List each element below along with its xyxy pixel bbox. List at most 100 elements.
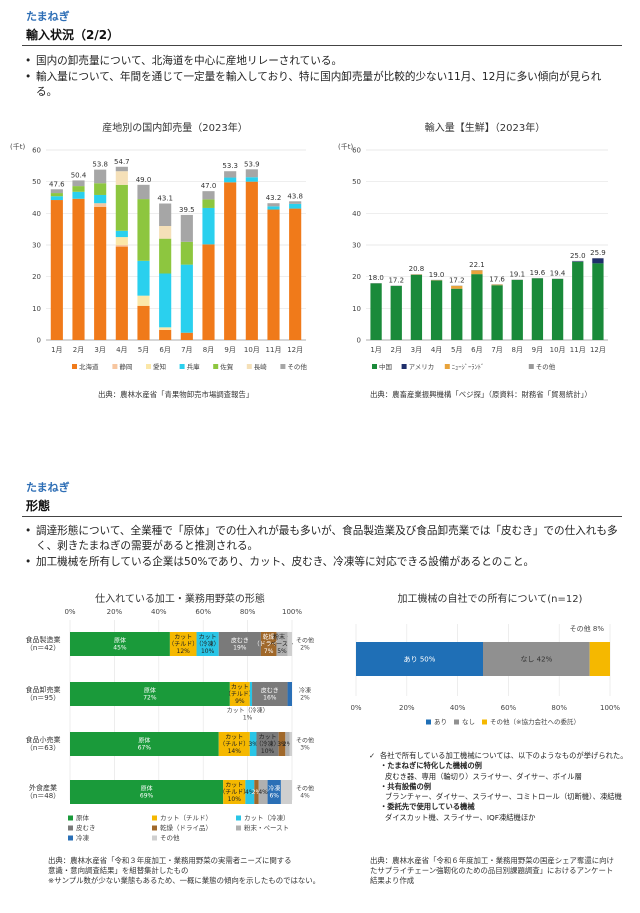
y-tick-label: 10 <box>32 305 41 313</box>
legend-swatch-f_dry <box>152 825 157 831</box>
category-label-line: （n＝63） <box>26 744 60 752</box>
bar-segment-f_dry <box>254 780 259 804</box>
total-label: 53.3 <box>222 162 238 170</box>
notes-group-title: ・委託先で使用している機械 <box>380 802 475 812</box>
segment-label: 皮むき 16% <box>261 686 279 701</box>
outside-label-line: その他 <box>296 784 314 792</box>
below-label: カット（冷凍） 1% <box>227 706 269 721</box>
total-label: 17.6 <box>489 275 505 283</box>
legend-label: アメリカ <box>409 363 435 371</box>
bar-segment-other <box>289 201 302 204</box>
bullet-item: 国内の卸売量について、北海道を中心に産地リレーされている。 <box>22 54 622 69</box>
total-label: 19.1 <box>509 271 525 279</box>
y-tick-label: 30 <box>352 242 361 250</box>
legend-label: 佐賀 <box>220 362 234 371</box>
legend-label: 乾燥（ドライ品） <box>160 823 212 832</box>
callout-label: その他 8% <box>570 624 605 633</box>
legend-swatch-hyogo <box>179 364 185 369</box>
y-tick-label: 40 <box>352 210 361 218</box>
segment-label: カット（チルド） 9% <box>225 684 255 705</box>
legend-label: 原体 <box>76 813 90 822</box>
legend-swatch-outsourced <box>482 719 487 725</box>
bar-segment-nz <box>451 285 463 289</box>
category-label-line: （n＝48） <box>26 792 60 800</box>
segment-label-line: カット <box>259 734 277 741</box>
machine-ownership-chart: 0% 20% 40% 60% 80% 100% あり 50% なし 42% その他 8% あり なし… <box>350 624 620 726</box>
legend-swatch-other_import <box>528 364 534 369</box>
bar-segment-china <box>572 261 584 340</box>
y-tick-label: 20 <box>32 273 41 281</box>
total-label: 19.6 <box>530 269 546 277</box>
bar-segment-hyogo <box>72 191 85 199</box>
bar-segment-other <box>137 184 150 200</box>
segment-label-line: 14% <box>228 748 242 755</box>
bar-segment-china <box>390 285 402 340</box>
total-label: 43.8 <box>287 192 303 200</box>
x-tick-label: 20% <box>107 608 123 616</box>
bar-segment-hokkaido <box>137 305 150 340</box>
total-label: 53.9 <box>244 160 260 168</box>
x-tick-label: 100% <box>282 608 302 616</box>
bar-segment-china <box>551 278 564 340</box>
bar-segment-other <box>115 166 128 172</box>
legend-label: 中国 <box>379 362 392 371</box>
segment-label: カット（チルド） 14% <box>219 734 249 755</box>
outside-label-line: 2% <box>300 694 310 701</box>
segment-label: 4% <box>245 789 255 796</box>
x-tick-label: 5月 <box>451 346 462 354</box>
segment-label: あり 50% <box>404 656 436 664</box>
segment-label: カット（冷凍） 10% <box>256 734 280 755</box>
legend-swatch-f_cut <box>152 815 157 821</box>
bar-segment-hokkaido <box>245 181 258 340</box>
legend-swatch-f_cut_frozen <box>236 815 241 821</box>
machine-notes: ✓ 各社で所有している加工機械については、以下のようなものが挙げられた。 ・たま… <box>369 751 631 823</box>
segment-label: 3% <box>248 741 258 748</box>
bar-segment-hokkaido <box>180 332 193 340</box>
bar-segment-other <box>224 171 237 178</box>
notes-group-detail: ブランチャー、ダイサー、スライサー、コミトロール（切断機）、凍結機 <box>385 792 622 802</box>
segment-label-line: （チルド） <box>225 691 255 698</box>
bar-segment-f_powder <box>258 780 268 804</box>
bar-segment-hyogo <box>224 177 237 183</box>
bar-segment-nagasaki <box>115 171 128 185</box>
bar-segment-f_cut <box>223 780 246 804</box>
bar-segment-hyogo <box>137 260 150 296</box>
legend-swatch-own <box>426 719 431 725</box>
legend-swatch-f_peel <box>68 825 73 831</box>
x-tick-label: 10月 <box>550 346 566 354</box>
legend-label: なし <box>462 718 475 726</box>
bar-segment-saga <box>94 183 107 195</box>
bar-segment-hyogo <box>50 196 63 201</box>
x-tick-label: 100% <box>600 704 620 712</box>
bar-segment-hokkaido <box>267 209 280 340</box>
bar-segment-f_cut <box>169 632 197 656</box>
bar-segment-f_powder <box>285 732 290 756</box>
x-tick-label: 60% <box>195 608 211 616</box>
y-tick-label: 60 <box>32 147 41 155</box>
legend-swatch-nz <box>444 364 450 369</box>
x-tick-label: 80% <box>551 704 567 712</box>
y-tick-label: 0 <box>357 337 361 345</box>
x-tick-label: 12月 <box>590 346 606 354</box>
total-label: 54.7 <box>114 158 130 166</box>
bar-segment-f_dry <box>260 632 277 656</box>
total-label: 20.8 <box>409 265 425 273</box>
bar-segment-f_cut <box>229 682 250 706</box>
x-tick-label: 11月 <box>570 346 586 354</box>
category-label-line: （n＝42） <box>26 644 60 652</box>
legend-label: その他（※協力会社への委託） <box>490 717 580 726</box>
y-tick-label: 50 <box>32 178 41 186</box>
x-tick-label: 5月 <box>138 346 149 354</box>
bar-segment-hyogo <box>159 273 172 328</box>
bar-segment-other <box>159 203 172 226</box>
legend-swatch-f_frozen <box>68 835 73 841</box>
bar-segment-hyogo <box>94 194 107 204</box>
bar-segment-other <box>267 203 280 207</box>
bar-segment-china <box>491 285 503 340</box>
segment-label-line: （チルド） <box>219 789 249 796</box>
bar-segment-other <box>245 169 258 178</box>
category-label-line: 外食産業 <box>29 783 57 792</box>
bar-segment-f_peel <box>252 682 288 706</box>
legend-label: 粉末・ペースト <box>244 823 289 832</box>
bar-segment-f_raw <box>70 732 219 756</box>
